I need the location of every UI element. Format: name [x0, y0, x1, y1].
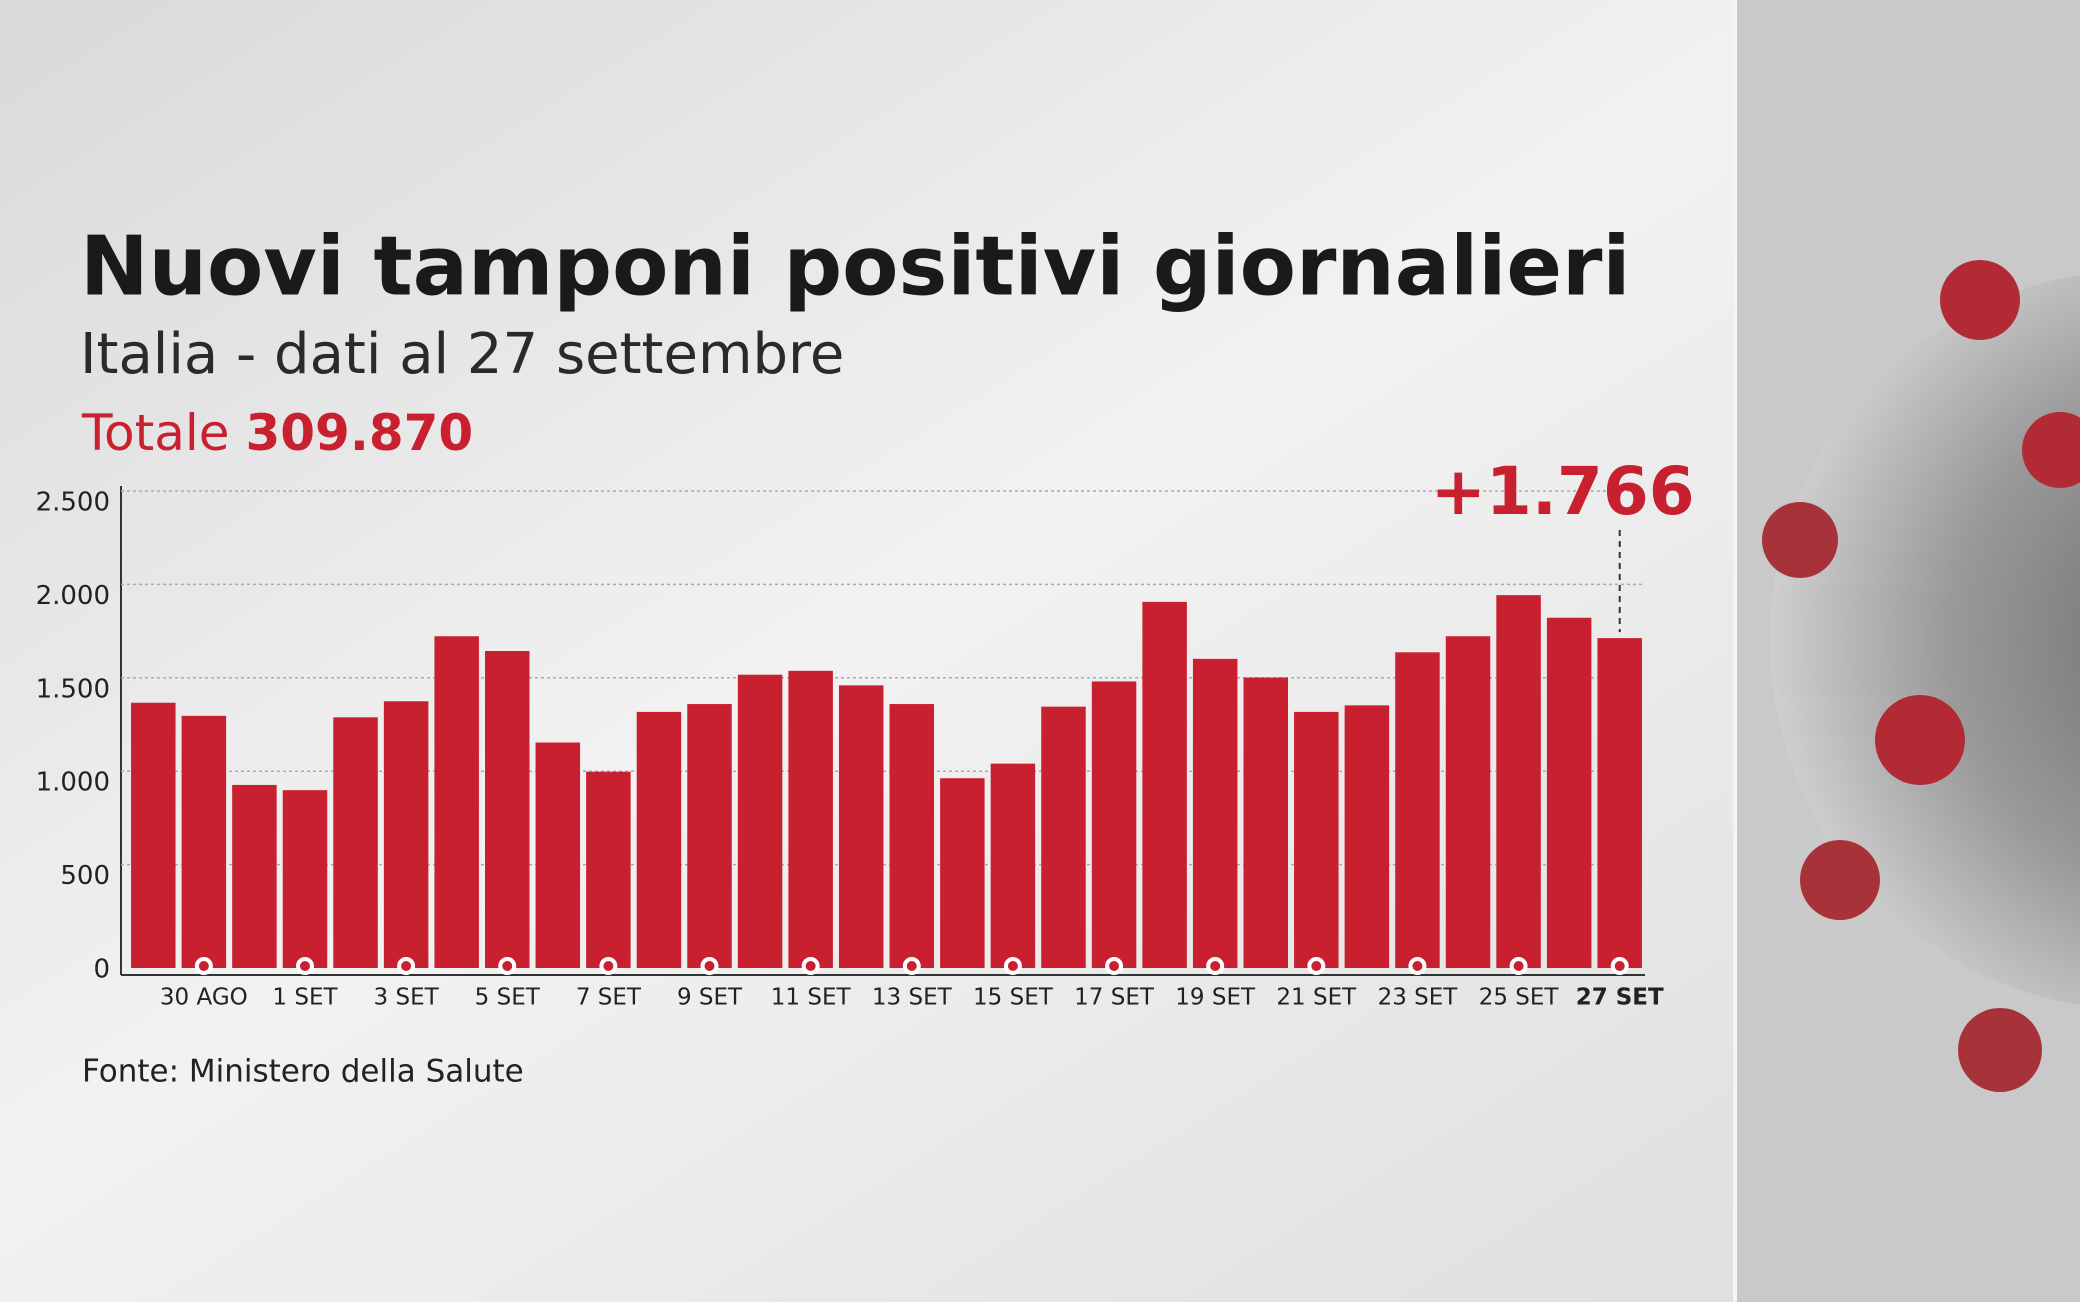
x-tick-label: 7 SET: [576, 985, 642, 1011]
bar: [1091, 681, 1137, 968]
bar: [990, 763, 1036, 968]
bar: [535, 742, 581, 968]
x-tick-label: 21 SET: [1276, 985, 1357, 1011]
virus-body: [1770, 274, 2080, 1006]
source: Fonte: Ministero della Salute: [82, 1054, 524, 1090]
bar: [636, 711, 682, 968]
bar: [181, 715, 227, 968]
bar: [687, 704, 732, 968]
x-tick-label: 3 SET: [374, 985, 440, 1011]
x-tick-label: 30 AGO: [160, 985, 248, 1011]
x-tick-label: 17 SET: [1074, 985, 1155, 1011]
bar: [889, 704, 935, 968]
chart-subtitle: Italia - dati al 27 settembre: [80, 322, 844, 387]
bar: [1395, 652, 1440, 968]
virus-spike: [1875, 695, 1965, 785]
bar: [838, 685, 884, 968]
y-tick-label: 500: [60, 861, 110, 891]
x-tick-label: 11 SET: [771, 985, 852, 1011]
date-marker: [1610, 957, 1629, 975]
date-marker: [902, 957, 921, 975]
total: Totale 309.870: [81, 404, 473, 462]
date-marker: [801, 957, 820, 975]
bar: [232, 784, 277, 968]
y-tick-label: 1.500: [36, 674, 110, 704]
chart-title: Nuovi tamponi positivi giornalieri: [80, 219, 1631, 314]
virus-spike: [1958, 1008, 2042, 1092]
bar: [737, 674, 783, 968]
bar: [788, 670, 833, 968]
virus-spike: [2022, 412, 2080, 488]
virus-spike: [1940, 260, 2020, 340]
date-marker: [1206, 957, 1225, 975]
bar: [1142, 601, 1187, 968]
date-marker: [599, 957, 618, 975]
x-tick-label: 25 SET: [1479, 985, 1560, 1011]
y-tick-label: 2.000: [36, 581, 110, 611]
date-marker: [1509, 957, 1528, 975]
bar: [131, 702, 176, 968]
bar: [1496, 595, 1541, 968]
y-tick-label: 1.000: [36, 768, 110, 798]
date-marker: [397, 957, 416, 975]
y-tick-label: 2.500: [36, 488, 110, 518]
virus-illustration: [1762, 260, 2080, 1092]
bar: [940, 778, 985, 968]
date-marker: [1307, 957, 1326, 975]
bar: [485, 651, 530, 968]
date-marker: [1003, 957, 1022, 975]
date-marker: [1408, 957, 1427, 975]
bar: [282, 790, 328, 968]
bar: [1192, 658, 1238, 968]
bar: [586, 771, 631, 968]
x-tick-label: 9 SET: [677, 985, 743, 1011]
bar: [1243, 677, 1288, 968]
y-tick-label: 0: [93, 955, 110, 985]
virus-spike: [1800, 840, 1880, 920]
bar: [333, 717, 378, 968]
x-tick-label: 19 SET: [1175, 985, 1256, 1011]
bar: [383, 701, 429, 968]
bar: [1041, 706, 1086, 968]
total-label: Totale: [81, 404, 230, 462]
date-marker: [498, 957, 517, 975]
bar: [1546, 617, 1592, 968]
date-marker: [1105, 957, 1124, 975]
bar: [1445, 636, 1491, 968]
value-label: +1.766: [1431, 453, 1695, 530]
bar: [1344, 705, 1390, 968]
total-value: 309.870: [245, 404, 473, 462]
x-tick-label: 27 SET: [1576, 985, 1664, 1011]
x-tick-label: 5 SET: [475, 985, 541, 1011]
bar: [434, 636, 479, 968]
x-tick-label: 1 SET: [272, 985, 338, 1011]
x-tick-label: 13 SET: [872, 985, 953, 1011]
x-tick-label: 23 SET: [1378, 985, 1459, 1011]
x-tick-label: 15 SET: [973, 985, 1054, 1011]
date-marker: [700, 957, 719, 975]
bar: [1294, 711, 1339, 968]
date-marker: [194, 957, 213, 975]
bar: [1597, 638, 1642, 968]
date-marker: [295, 957, 314, 975]
virus-spike: [1762, 502, 1838, 578]
